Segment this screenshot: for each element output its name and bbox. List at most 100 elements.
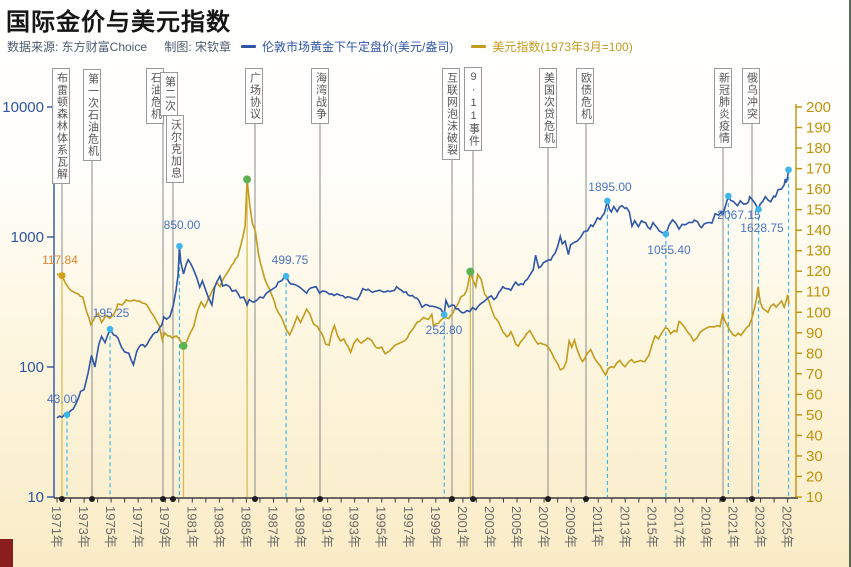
x-axis-year-label: 1985年 [238,506,253,548]
x-axis-year-label: 2017年 [671,506,686,548]
dollar-index-line [56,179,790,377]
event-axis-dot [89,496,95,502]
right-axis-tick-label: 30 [806,448,823,465]
x-axis-year-label: 2021年 [726,506,741,548]
x-axis-year-label: 2013年 [617,506,632,548]
right-axis-tick-label: 120 [806,263,831,280]
x-axis-year-label: 2005年 [509,506,524,548]
right-axis-tick-label: 10 [806,489,823,506]
x-axis-year-label: 1993年 [347,506,362,548]
gold-price-extreme-dot [282,272,290,280]
legend-label: 伦敦市场黄金下午定盘价(美元/盎司) [262,40,454,54]
right-axis-tick-label: 110 [806,284,830,301]
x-axis-year-label: 2015年 [644,506,659,548]
x-axis-year-label: 1975年 [103,506,118,548]
right-axis-tick-label: 100 [806,304,831,321]
right-axis-tick-label: 170 [806,161,831,178]
right-axis-tick-label: 20 [806,468,823,485]
right-axis-tick-label: 190 [806,120,831,137]
dollar-index-extreme-dot [466,267,475,276]
gold-price-value-label: 43.00 [47,392,77,406]
x-axis-year-label: 1995年 [374,506,389,548]
right-axis-tick-label: 40 [806,427,823,444]
page-title: 国际金价与美元指数 [6,9,231,36]
event-axis-dot [317,496,323,502]
x-axis-year-label: 2001年 [455,506,470,548]
legend: 伦敦市场黄金下午定盘价(美元/盎司) 美元指数(1973年3月=100) [241,38,633,55]
right-axis-tick-label: 50 [806,407,823,424]
gold-price-value-label: 195.25 [93,306,130,320]
gold-price-extreme-dot [604,197,611,205]
gold-price-extreme-dot [662,230,670,238]
event-axis-dot [545,496,551,502]
gold-price-value-label: 1895.00 [588,180,632,194]
event-axis-dot [252,496,258,502]
x-axis-year-label: 1979年 [157,506,172,548]
gold-price-extreme-dot [63,411,71,418]
right-edge-border [849,0,851,567]
x-axis-year-label: 2025年 [780,506,795,548]
x-axis-year-label: 2011年 [590,506,605,547]
x-axis-year-label: 1999年 [428,506,443,548]
right-axis-tick-label: 70 [806,366,823,383]
event-axis-dot [583,496,589,502]
event-axis-dot [160,496,166,502]
dollar-index-extreme-dot [179,341,188,350]
x-axis-year-label: 2007年 [536,506,551,548]
x-axis-year-label: 2009年 [563,506,578,548]
right-axis-tick-label: 80 [806,345,823,362]
right-axis-tick-label: 160 [806,181,831,198]
gold-price-extreme-dot [176,242,183,250]
chart-credit: 制图: 宋钦章 [164,40,232,54]
event-axis-dot [749,496,755,502]
gold-price-value-label: 1628.75 [740,221,784,235]
dollar-index-value-label: 117.84 [42,253,78,267]
legend-label: 美元指数(1973年3月=100) [492,40,633,54]
left-axis-tick-label: 100 [19,359,44,376]
right-axis-tick-label: 180 [806,140,831,157]
gold-price-extreme-dot [785,166,792,174]
right-axis-tick-label: 60 [806,386,823,403]
x-axis-year-label: 1973年 [76,506,91,548]
data-source: 数据来源: 东方财富Choice [7,40,148,54]
right-axis-tick-label: 90 [806,325,823,342]
gold-price-extreme-dot [755,206,762,213]
x-axis-year-label: 1991年 [320,506,335,548]
x-axis-year-label: 1977年 [130,506,145,548]
left-axis-tick-label: 1000 [11,229,44,246]
x-axis-year-label: 2003年 [482,506,497,548]
gold-price-extreme-dot [725,192,732,200]
gold-price-legend-dash-icon [241,45,256,48]
left-axis-tick-label: 10000 [2,99,44,116]
x-axis-year-label: 1989年 [293,506,308,548]
gold-price-extreme-dot [440,311,448,318]
event-axis-dot [720,496,726,502]
red-corner-decoration [0,539,13,567]
gold-price-extreme-dot [106,325,114,333]
x-axis-year-label: 2023年 [753,506,768,548]
x-axis-year-label: 1997年 [401,506,416,548]
x-axis-year-label: 1981年 [184,506,199,548]
gold-price-value-label: 2067.15 [717,208,761,222]
event-axis-dot [59,496,65,502]
event-axis-dot [470,496,476,502]
dollar-index-extreme-dot [243,175,252,184]
gold-price-value-label: 499.75 [272,253,309,267]
x-axis-year-label: 2019年 [698,506,713,548]
dollar-index-legend-dash-icon [471,45,487,48]
event-axis-dot [449,496,455,502]
right-axis-tick-label: 140 [806,222,831,239]
left-axis-tick-label: 10 [27,489,44,506]
x-axis-year-label: 1971年 [49,506,64,548]
gold-price-value-label: 1055.40 [647,243,691,257]
meta-row: 数据来源: 东方财富Choice 制图: 宋钦章 [7,38,231,55]
x-axis-year-label: 1983年 [211,506,226,548]
right-axis-tick-label: 130 [806,243,831,260]
right-axis-tick-label: 150 [806,202,831,219]
event-axis-dot [170,496,176,502]
legend-item-gold-price: 伦敦市场黄金下午定盘价(美元/盎司) [241,38,453,55]
x-axis-year-label: 1987年 [265,506,280,548]
gold-price-line [56,169,790,419]
right-axis-tick-label: 200 [806,99,831,116]
